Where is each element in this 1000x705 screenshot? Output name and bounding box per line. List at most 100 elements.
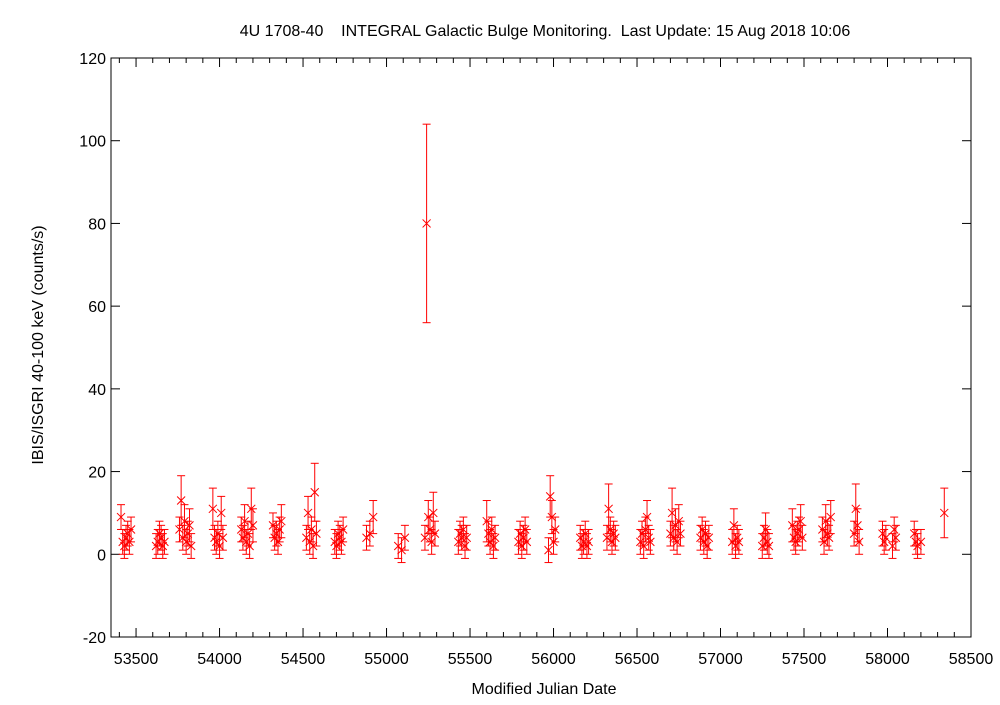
x-marker-stroke: [428, 508, 438, 518]
x-marker-stroke: [796, 516, 806, 526]
x-marker-stroke: [704, 533, 714, 543]
x-marker-stroke: [156, 533, 166, 543]
x-marker-stroke: [794, 525, 804, 534]
x-marker-stroke: [666, 529, 675, 538]
axes: -20 0 20 40 60 80 100 120 53500 54000 54500 55000 55…: [79, 51, 993, 668]
x-marker-stroke: [422, 219, 431, 228]
x-marker-stroke: [335, 533, 345, 543]
data-point: [420, 524, 430, 551]
x-marker-stroke: [487, 525, 497, 534]
data-point: [639, 533, 649, 559]
data-point: [175, 516, 184, 543]
x-marker-stroke: [462, 533, 472, 543]
x-marker-stroke: [455, 529, 465, 538]
x-marker-stroke: [888, 541, 897, 551]
x-marker-stroke: [393, 541, 403, 551]
x-marker-stroke: [732, 533, 742, 543]
x-marker-stroke: [216, 508, 226, 518]
data-point: [400, 524, 410, 551]
x-marker-stroke: [639, 541, 649, 551]
x-tick-label: 56000: [531, 651, 576, 668]
data-point: [458, 516, 468, 543]
data-point: [519, 524, 528, 551]
x-marker-stroke: [878, 529, 887, 538]
data-point: [422, 123, 431, 324]
data-point: [276, 504, 286, 539]
x-marker-stroke: [916, 537, 926, 547]
data-point: [891, 524, 901, 551]
x-marker-stroke: [248, 520, 258, 530]
x-marker-stroke: [702, 541, 712, 551]
x-marker-stroke: [610, 533, 620, 543]
x-marker-stroke: [186, 541, 196, 551]
x-marker-stroke: [672, 537, 682, 547]
data-point: [307, 516, 316, 543]
x-marker-stroke: [362, 533, 371, 543]
data-point: [333, 520, 343, 547]
data-point: [490, 524, 500, 551]
data-point: [156, 524, 166, 551]
x-marker-stroke: [338, 525, 348, 534]
x-tick-label: 57500: [782, 651, 827, 668]
x-marker-stroke: [853, 520, 862, 530]
data-point: [489, 533, 498, 559]
x-marker-stroke: [762, 537, 772, 547]
chart-title: 4U 1708-40 INTEGRAL Galactic Bulge Monit…: [240, 23, 851, 40]
x-marker-stroke: [696, 533, 705, 543]
x-marker-stroke: [453, 537, 463, 547]
x-marker-stroke: [575, 533, 585, 543]
x-tick-label: 55500: [448, 651, 493, 668]
data-point: [913, 533, 922, 559]
x-tick-label: 55000: [364, 651, 409, 668]
x-marker-stroke: [460, 541, 470, 551]
x-marker-stroke: [218, 533, 228, 543]
data-point: [544, 537, 553, 564]
y-tick-label: 60: [88, 299, 106, 316]
data-point: [430, 520, 440, 547]
x-marker-stroke: [123, 529, 133, 538]
data-point: [826, 500, 836, 535]
x-marker-stroke: [824, 533, 834, 543]
x-marker-stroke: [602, 533, 612, 543]
x-tick-label: 58000: [865, 651, 910, 668]
x-marker-stroke: [160, 537, 169, 547]
data-point: [734, 528, 744, 555]
x-tick-label: 54500: [281, 651, 326, 668]
x-marker-stroke: [517, 541, 527, 551]
x-marker-stroke: [330, 537, 340, 547]
data-point: [245, 533, 254, 559]
x-marker-stroke: [175, 525, 184, 534]
x-marker-stroke: [303, 508, 313, 518]
x-marker-stroke: [430, 529, 440, 538]
x-marker-stroke: [544, 545, 553, 555]
data-point: [216, 495, 226, 530]
x-marker-stroke: [490, 533, 500, 543]
data-point: [853, 508, 862, 543]
x-marker-stroke: [636, 537, 645, 547]
data-point: [641, 516, 650, 543]
x-marker-stroke: [881, 533, 891, 543]
x-marker-stroke: [646, 537, 655, 547]
x-marker-stroke: [271, 529, 281, 538]
x-marker-stroke: [669, 533, 679, 543]
data-point: [672, 528, 682, 555]
data-point: [764, 533, 774, 559]
x-tick-label: 56500: [615, 651, 660, 668]
data-point: [704, 524, 714, 551]
x-marker-stroke: [310, 487, 320, 497]
data-point: [669, 524, 679, 551]
x-marker-stroke: [891, 533, 901, 543]
x-marker-stroke: [797, 533, 807, 543]
x-marker-stroke: [312, 529, 321, 538]
x-marker-stroke: [667, 508, 677, 518]
x-marker-stroke: [731, 541, 740, 551]
x-marker-stroke: [489, 541, 498, 551]
x-marker-stroke: [153, 537, 163, 547]
data-point: [312, 520, 321, 547]
x-marker-stroke: [584, 537, 593, 547]
data-point: [610, 524, 620, 551]
x-marker-stroke: [118, 537, 128, 547]
x-marker-stroke: [420, 533, 430, 543]
x-marker-stroke: [889, 525, 899, 534]
